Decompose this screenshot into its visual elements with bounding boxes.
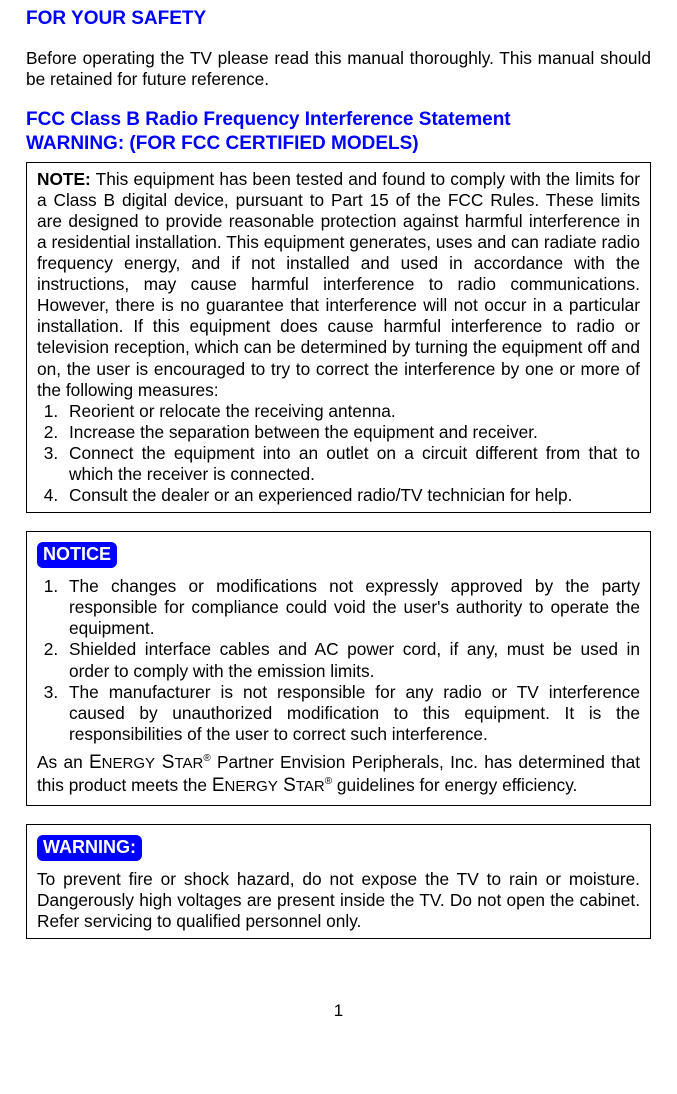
energy-prefix: As an	[37, 752, 89, 772]
page-content: FOR YOUR SAFETY Before operating the TV …	[0, 0, 677, 1021]
note-item-1: Reorient or relocate the receiving anten…	[63, 401, 640, 422]
note-paragraph: NOTE: This equipment has been tested and…	[37, 169, 640, 401]
notice-list: The changes or modifications not express…	[37, 576, 640, 745]
heading-for-your-safety: FOR YOUR SAFETY	[26, 8, 651, 30]
note-item-2: Increase the separation between the equi…	[63, 422, 640, 443]
intro-paragraph: Before operating the TV please read this…	[26, 48, 651, 90]
note-item-3: Connect the equipment into an outlet on …	[63, 443, 640, 485]
note-label: NOTE:	[37, 169, 91, 189]
warning-badge: WARNING:	[37, 835, 142, 861]
energy-star-brand-2: ENERGY STAR	[212, 775, 325, 796]
registered-mark-1: ®	[203, 753, 210, 764]
notice-box: NOTICE The changes or modifications not …	[26, 531, 651, 806]
page-number: 1	[26, 1001, 651, 1021]
warning-box: WARNING: To prevent fire or shock hazard…	[26, 824, 651, 939]
energy-star-paragraph: As an ENERGY STAR® Partner Envision Peri…	[37, 751, 640, 797]
note-box: NOTE: This equipment has been tested and…	[26, 162, 651, 514]
energy-star-brand-1: ENERGY STAR	[89, 752, 203, 773]
note-body: This equipment has been tested and found…	[37, 169, 640, 400]
note-list: Reorient or relocate the receiving anten…	[37, 401, 640, 506]
heading-fcc-line-1: FCC Class B Radio Frequency Interference…	[26, 108, 651, 132]
notice-item-2: Shielded interface cables and AC power c…	[63, 639, 640, 681]
energy-suffix: guidelines for energy efficiency.	[332, 775, 577, 795]
warning-body: To prevent fire or shock hazard, do not …	[37, 869, 640, 932]
heading-fcc-line-2: WARNING: (FOR FCC CERTIFIED MODELS)	[26, 132, 651, 156]
notice-item-1: The changes or modifications not express…	[63, 576, 640, 639]
registered-mark-2: ®	[325, 776, 332, 787]
notice-badge: NOTICE	[37, 542, 117, 568]
note-item-4: Consult the dealer or an experienced rad…	[63, 485, 640, 506]
notice-item-3: The manufacturer is not responsible for …	[63, 682, 640, 745]
